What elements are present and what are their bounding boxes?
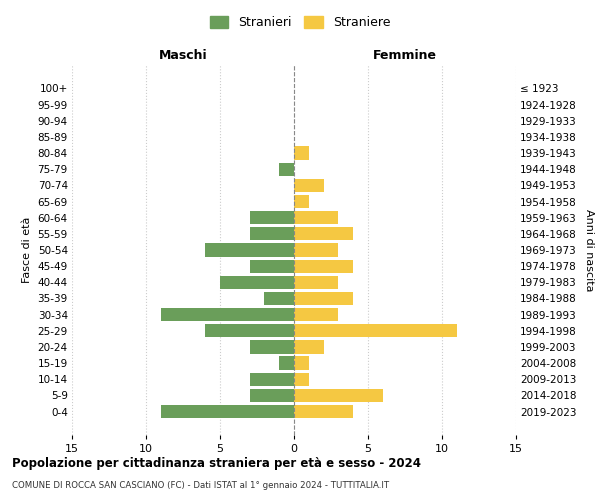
Y-axis label: Fasce di età: Fasce di età <box>22 217 32 283</box>
Bar <box>294 195 309 208</box>
Legend: Stranieri, Straniere: Stranieri, Straniere <box>205 11 395 34</box>
Bar <box>250 340 294 353</box>
Bar <box>250 211 294 224</box>
Bar <box>250 372 294 386</box>
Bar <box>294 244 338 256</box>
Bar <box>294 308 338 321</box>
Bar <box>294 356 309 370</box>
Text: COMUNE DI ROCCA SAN CASCIANO (FC) - Dati ISTAT al 1° gennaio 2024 - TUTTITALIA.I: COMUNE DI ROCCA SAN CASCIANO (FC) - Dati… <box>12 481 389 490</box>
Bar <box>279 356 294 370</box>
Bar <box>161 308 294 321</box>
Bar <box>220 276 294 289</box>
Bar <box>205 244 294 256</box>
Bar <box>294 227 353 240</box>
Bar <box>294 179 323 192</box>
Bar <box>250 260 294 273</box>
Bar <box>294 260 353 273</box>
Bar <box>250 227 294 240</box>
Bar <box>294 340 323 353</box>
Bar <box>205 324 294 338</box>
Bar <box>279 162 294 176</box>
Bar <box>161 405 294 418</box>
Bar <box>265 292 294 305</box>
Bar <box>294 324 457 338</box>
Y-axis label: Anni di nascita: Anni di nascita <box>584 209 593 291</box>
Text: Popolazione per cittadinanza straniera per età e sesso - 2024: Popolazione per cittadinanza straniera p… <box>12 458 421 470</box>
Bar <box>294 276 338 289</box>
Bar <box>294 405 353 418</box>
Bar <box>294 211 338 224</box>
Bar <box>294 389 383 402</box>
Bar <box>294 146 309 160</box>
Bar <box>294 292 353 305</box>
Bar <box>250 389 294 402</box>
Bar <box>294 372 309 386</box>
